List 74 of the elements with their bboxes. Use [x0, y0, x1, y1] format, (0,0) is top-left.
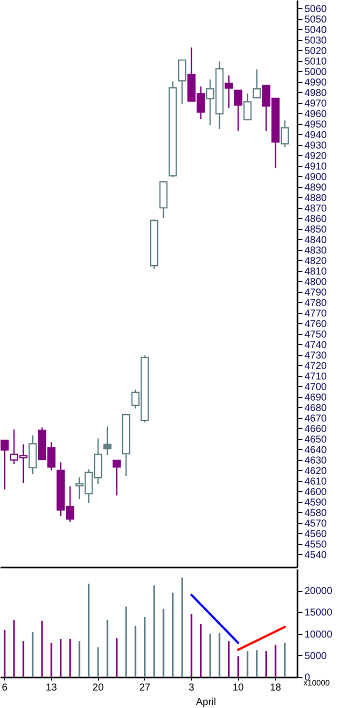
x-tick-label: 27 [139, 682, 151, 694]
y-tick-label: 4750 [304, 329, 328, 340]
y-tick-label: 20000 [304, 586, 333, 598]
y-tick-label: 5040 [304, 24, 328, 36]
y-tick-label: 4650 [304, 434, 328, 446]
y-tick-label: 4550 [304, 539, 328, 550]
x-tick-label: 10 [232, 682, 244, 694]
y-tick-label: 4920 [304, 150, 328, 162]
y-tick-label: 4850 [304, 224, 328, 236]
candlestick [234, 90, 242, 132]
y-tick-label: 4960 [304, 108, 328, 120]
y-tick-label: 4970 [304, 98, 328, 110]
candlestick [103, 426, 112, 456]
y-tick-label: 4560 [304, 528, 328, 540]
candlestick [0, 439, 9, 490]
candlestick [112, 460, 121, 496]
y-tick-label: 4610 [304, 476, 328, 488]
y-tick-label: 4690 [304, 392, 328, 404]
candlestick [178, 59, 186, 105]
candlestick [243, 92, 252, 120]
y-tick-label: 4930 [304, 140, 328, 152]
y-tick-label: 4820 [304, 256, 328, 267]
y-tick-label: 4790 [304, 287, 328, 298]
y-tick-label: 4540 [304, 550, 328, 561]
y-tick-label: 5000 [304, 650, 328, 662]
y-tick-label: 4620 [304, 466, 328, 477]
y-tick-label: 4990 [304, 77, 328, 88]
y-tick-label: 4890 [304, 182, 328, 194]
y-tick-label: 4770 [304, 308, 328, 320]
y-tick-label: 4980 [304, 88, 328, 99]
y-tick-label: 4640 [304, 444, 328, 456]
y-tick-label: 4570 [304, 518, 328, 530]
y-tick-label: 5010 [304, 56, 328, 68]
y-tick-label: 5030 [304, 35, 328, 46]
y-tick-label: 4670 [304, 413, 328, 424]
y-tick-label: 4700 [304, 382, 328, 393]
y-tick-label: 4590 [304, 497, 328, 508]
y-tick-label: 4580 [304, 508, 328, 519]
x-tick-label: 6 [2, 682, 8, 694]
y-tick-label: 4680 [304, 402, 328, 414]
candlestick [252, 68, 261, 98]
y-tick-label: 4830 [304, 245, 328, 256]
x-tick-label: 18 [270, 682, 282, 694]
y-tick-label: 4660 [304, 424, 328, 435]
y-tick-label: 4880 [304, 192, 328, 204]
candlestick [280, 120, 289, 148]
y-tick-label: 4630 [304, 455, 328, 466]
y-tick-label: 4740 [304, 340, 328, 351]
y-tick-label: 4940 [304, 130, 328, 141]
y-tick-label: 5050 [304, 14, 328, 26]
y-tick-label: 4730 [304, 350, 328, 362]
y-tick-label: 4910 [304, 161, 328, 172]
y-tick-label: 4950 [304, 119, 328, 130]
y-tick-label: 4720 [304, 360, 328, 372]
x-tick-label: 20 [92, 682, 104, 694]
x-tick-label: 3 [188, 682, 195, 694]
y-tick-label: 4900 [304, 172, 328, 183]
y-tick-label: 4710 [304, 371, 328, 382]
y-tick-label: 4600 [304, 486, 328, 498]
y-tick-label: 10000 [304, 629, 333, 640]
y-tick-label: 4870 [304, 203, 328, 214]
y-tick-label: 5020 [304, 46, 328, 57]
y-tick-label: 4840 [304, 234, 328, 246]
y-tick-label: 15000 [304, 608, 333, 619]
y-tick-label: 5000 [304, 66, 328, 78]
y-tick-label: 4800 [304, 276, 328, 288]
y-tick-label: 5060 [304, 4, 328, 15]
candlestick [224, 74, 233, 109]
x-tick-label: 13 [46, 682, 58, 694]
y-tick-label: 4860 [304, 214, 328, 225]
y-tick-label: 4780 [304, 298, 328, 309]
text: April [196, 697, 216, 708]
y-tick-label: 4760 [304, 318, 328, 330]
y-tick-label: 4810 [304, 266, 328, 278]
